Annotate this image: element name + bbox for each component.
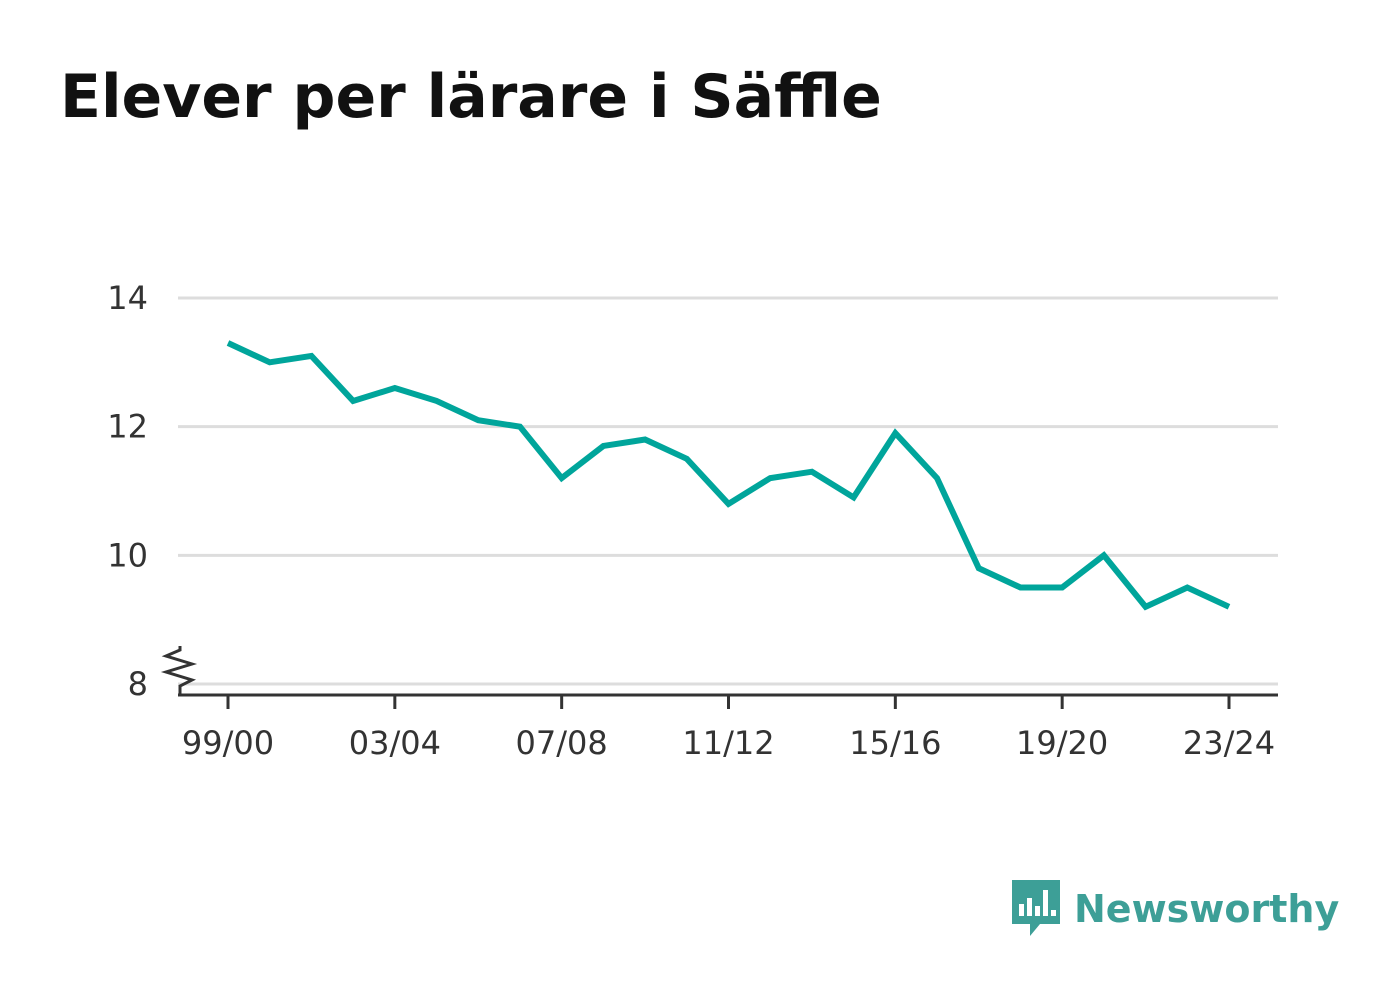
y-axis-ticks: 8 10 12 14 — [107, 279, 148, 703]
x-tick-label: 07/08 — [516, 724, 608, 762]
y-tick-label: 14 — [107, 279, 148, 317]
x-tick-label: 19/20 — [1016, 724, 1108, 762]
series-line — [226, 340, 1231, 611]
x-tick-label: 99/00 — [182, 724, 274, 762]
x-tick-label: 15/16 — [849, 724, 941, 762]
y-tick-label: 10 — [107, 536, 148, 574]
brand-name: Newsworthy — [1074, 887, 1340, 931]
y-tick-label: 8 — [128, 665, 148, 703]
x-tick-label: 23/24 — [1183, 724, 1275, 762]
chart-title: Elever per lärare i Säffle — [60, 62, 882, 132]
bar-chart-speech-bubble-icon — [1012, 880, 1060, 936]
series-group — [226, 340, 1231, 611]
axis-break-mark — [160, 646, 198, 695]
grid-lines — [178, 296, 1278, 686]
y-tick-label: 12 — [107, 408, 148, 446]
x-axis: 99/00 03/04 07/08 11/12 15/16 19/20 23/24 — [160, 646, 1278, 762]
x-tick-label: 03/04 — [349, 724, 441, 762]
newsworthy-logo: Newsworthy — [1010, 878, 1339, 940]
x-tick-label: 11/12 — [682, 724, 774, 762]
